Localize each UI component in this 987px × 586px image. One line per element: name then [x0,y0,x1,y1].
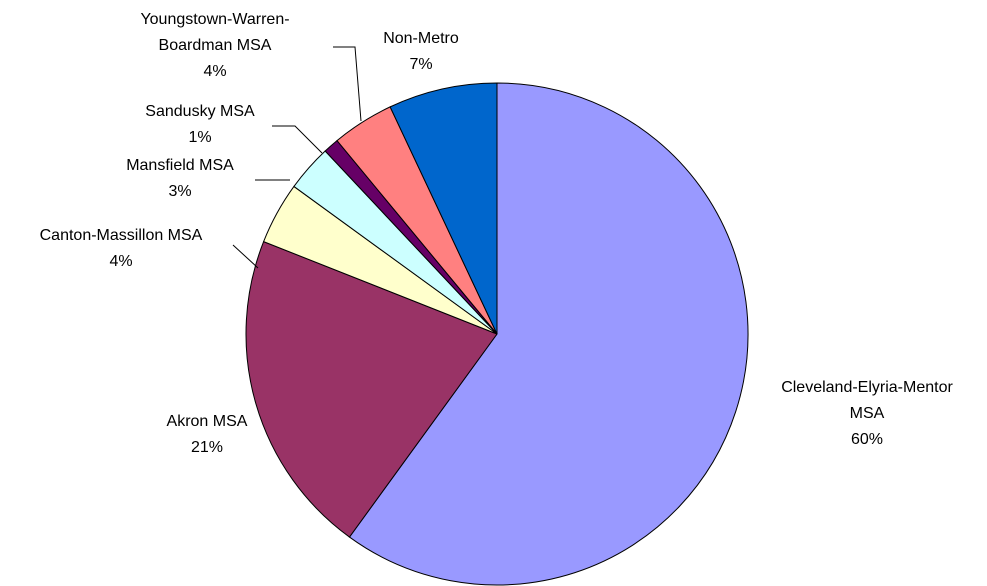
slice-label: Canton-Massillon MSA 4% [1,223,241,275]
slice-label: Akron MSA 21% [137,409,277,461]
slice-label: Cleveland-Elyria-Mentor MSA 60% [772,375,962,453]
value-label: 7% [409,56,433,73]
category-label: Mansfield MSA [126,157,234,174]
slice-label: Mansfield MSA 3% [100,153,260,205]
value-label: 21% [190,439,224,456]
pie-slice [389,82,498,335]
category-label: Canton-Massillon MSA [39,227,203,244]
category-label: Sandusky MSA [145,103,255,120]
slice-label: Sandusky MSA 1% [120,99,280,151]
category-label: Youngstown-Warren-Boardman MSA [140,11,290,54]
leader-line [272,125,323,154]
value-label: 3% [168,183,192,200]
slice-label: Non-Metro 7% [361,26,481,78]
category-label: Non-Metro [383,30,459,47]
value-label: 60% [850,431,884,448]
pie-slice [245,240,498,538]
pie-slice [348,82,749,586]
slice-label: Youngstown-Warren-Boardman MSA 4% [135,7,295,85]
category-label: Akron MSA [166,413,248,430]
value-label: 4% [109,253,133,270]
leader-line [333,46,362,122]
value-label: 1% [188,129,212,146]
leader-line [232,244,259,269]
value-label: 4% [203,63,227,80]
category-label: Cleveland-Elyria-Mentor MSA [781,379,953,422]
